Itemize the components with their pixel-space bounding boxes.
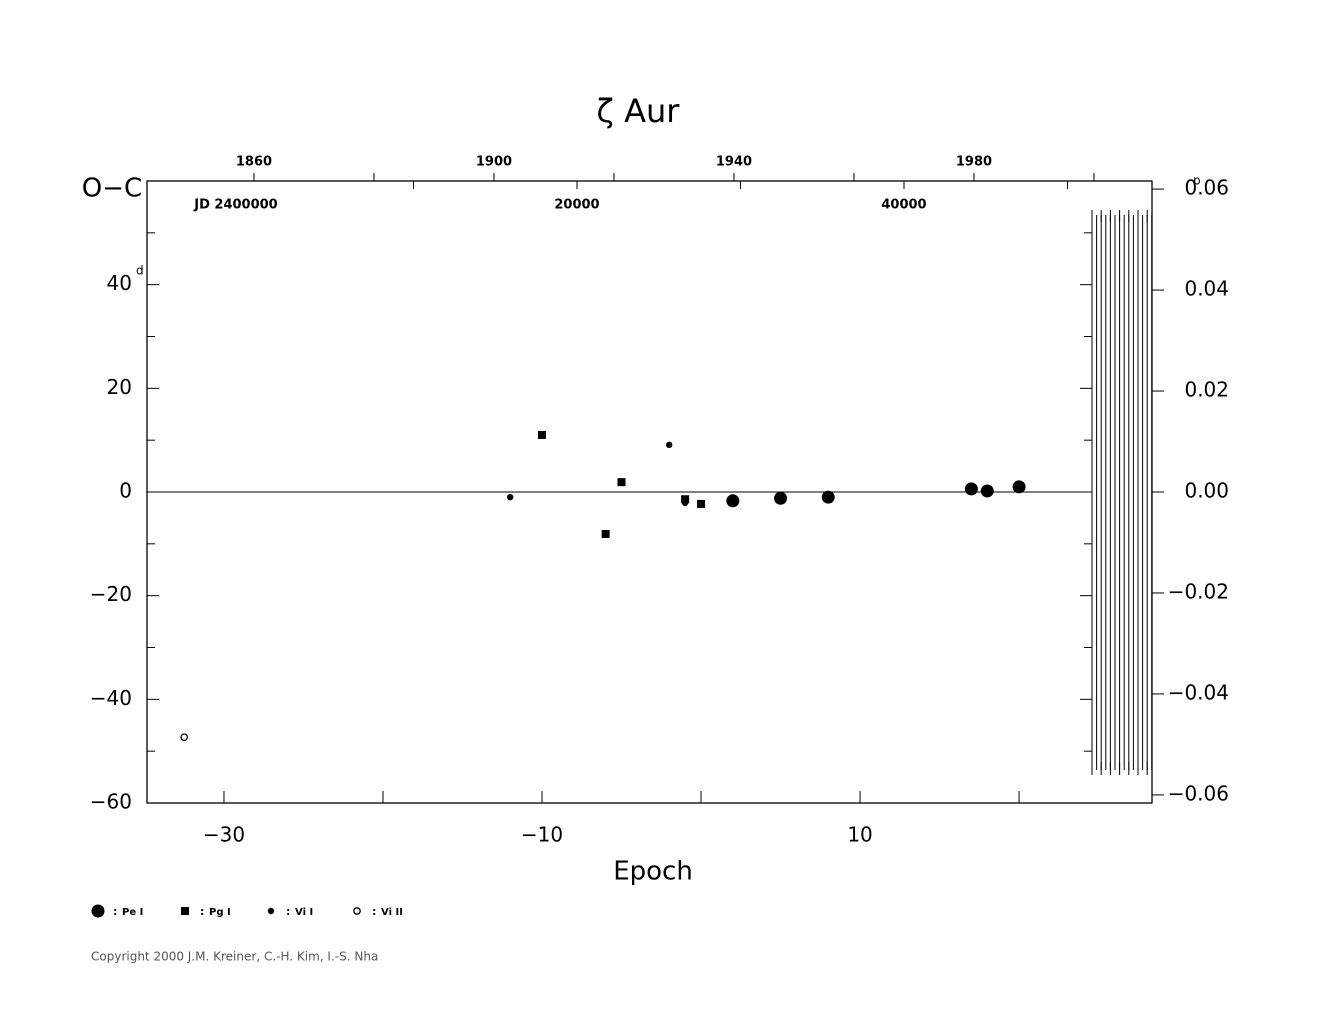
point — [821, 490, 835, 504]
legend-label: Vi II — [381, 907, 403, 918]
y-tick-label: −20 — [90, 582, 132, 606]
y2-tick-label: 0.02 — [1184, 378, 1229, 402]
y2-tick-label: 0.06 — [1184, 176, 1229, 200]
year-tick-label: 1980 — [956, 155, 992, 170]
point — [1012, 480, 1026, 494]
copyright: Copyright 2000 J.M. Kreiner, C.-H. Kim, … — [91, 950, 378, 964]
point — [774, 491, 788, 505]
legend-prefix: : — [286, 905, 290, 918]
point — [681, 499, 689, 507]
point — [180, 733, 189, 742]
y-tick-label: 0 — [119, 479, 132, 503]
x-tick-label: 10 — [847, 823, 872, 847]
y-tick-label: 20 — [107, 375, 132, 399]
excluded-region — [1091, 210, 1153, 775]
x-tick-label: −10 — [521, 823, 563, 847]
y-axis-label: O−C — [82, 174, 142, 204]
legend-prefix: : — [372, 905, 376, 918]
point — [601, 529, 610, 538]
y-unit: d — [136, 264, 144, 278]
y2-tick-label: −0.02 — [1168, 579, 1229, 603]
point — [681, 495, 690, 504]
legend-marker — [353, 907, 361, 915]
y-tick-label: −40 — [90, 686, 132, 710]
point — [964, 482, 978, 496]
jd-tick-label: 20000 — [554, 198, 599, 213]
point — [538, 430, 547, 439]
y2-tick-label: 0.00 — [1184, 479, 1229, 503]
y2-tick-label: −0.06 — [1168, 781, 1229, 805]
y2-tick-label: 0.04 — [1184, 277, 1229, 301]
y-tick-label: −60 — [90, 790, 132, 814]
point — [697, 499, 706, 508]
point — [617, 478, 626, 487]
jd-tick-label: 40000 — [881, 198, 926, 213]
legend-prefix: : — [200, 905, 204, 918]
year-tick-label: 1940 — [716, 155, 752, 170]
legend-marker — [267, 907, 275, 915]
year-tick-label: 1860 — [236, 155, 272, 170]
x-tick-label: −30 — [203, 823, 245, 847]
y2-tick-label: −0.04 — [1168, 680, 1229, 704]
x-axis-label: Epoch — [613, 857, 693, 887]
chart-title: ζ Aur — [597, 92, 681, 130]
y-tick-label: 40 — [107, 271, 132, 295]
point — [726, 494, 740, 508]
legend-marker — [91, 904, 105, 918]
legend-label: Pg I — [209, 907, 231, 918]
year-tick-label: 1900 — [476, 155, 512, 170]
point — [506, 493, 514, 501]
legend-label: Vi I — [295, 907, 313, 918]
jd-label: JD 2400000 — [193, 198, 277, 213]
point — [666, 441, 673, 449]
legend-prefix: : — [113, 905, 117, 918]
y2-unit: p — [1193, 174, 1201, 188]
legend-marker — [181, 907, 189, 915]
point — [980, 484, 994, 498]
legend-label: Pe I — [122, 907, 143, 918]
